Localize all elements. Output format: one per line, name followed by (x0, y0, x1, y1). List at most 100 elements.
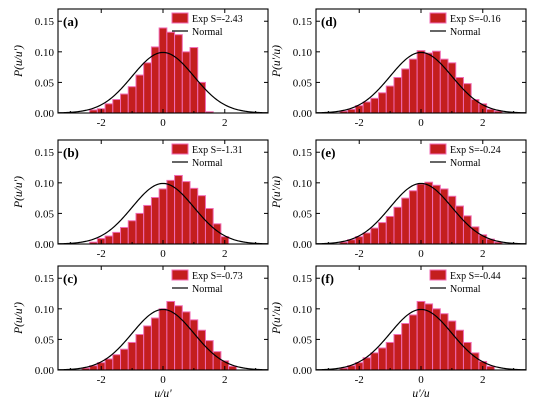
histogram-bar (181, 51, 191, 114)
y-tick-label: 0.00 (35, 365, 55, 377)
histogram-bar (462, 215, 472, 245)
x-tick-label: -2 (355, 248, 364, 260)
histogram-bar (378, 92, 387, 114)
histogram-bar (432, 50, 441, 114)
histogram-bar (197, 81, 206, 114)
x-axis-title: u'/u (412, 388, 429, 400)
normal-curve (315, 308, 527, 371)
histogram-bar (378, 347, 387, 371)
histogram-bar (447, 62, 457, 114)
panel-a: -2 0 2 0.00 0.05 0.10 0.15 P(u/u') (a) Exp S=-2.4… (13, 8, 269, 129)
panel-label: (c) (63, 271, 77, 286)
legend-bar-swatch (429, 12, 447, 24)
y-axis-title: P(u'/u) (271, 45, 283, 78)
normal-curve (315, 51, 527, 114)
histogram-bar (424, 52, 434, 114)
x-tick-label: 0 (160, 374, 166, 386)
histogram-bar (174, 174, 183, 245)
histogram-bar (432, 184, 441, 245)
normal-curve (57, 182, 269, 245)
panel-label: (d) (321, 14, 337, 29)
y-tick-label: 0.15 (35, 16, 55, 28)
histogram-bar (158, 27, 168, 114)
histogram-bar (158, 308, 168, 371)
legend: Exp S=-0.73 Normal (171, 269, 243, 295)
panel-d: -2 0 2 0.00 0.05 0.10 0.15 P(u'/u) (d) Exp S=-0.1… (271, 8, 527, 129)
histogram-bar (462, 83, 472, 114)
y-axis-title: P(u/u') (13, 176, 25, 209)
histogram-bar (181, 181, 191, 245)
y-tick-label: 0.10 (293, 47, 313, 59)
histogram-bar (174, 34, 183, 114)
legend: Exp S=-0.44 Normal (429, 269, 501, 295)
histogram-bar (120, 226, 129, 245)
histogram-bar (408, 190, 418, 245)
histogram-bar (486, 108, 495, 114)
histogram-bar (385, 85, 395, 114)
panel-e: -2 0 2 0.00 0.05 0.10 0.15 P(u'/u) (e) Exp S=-0.2… (271, 139, 527, 260)
histogram-bar (104, 235, 114, 245)
x-tick-label: 2 (222, 248, 228, 260)
x-tick-label: 0 (418, 248, 424, 260)
histogram-bar (439, 188, 449, 245)
histogram-bar (393, 206, 403, 245)
legend-line-label: Normal (192, 158, 223, 169)
panel-label: (a) (63, 14, 78, 29)
y-tick-label: 0.15 (293, 16, 313, 28)
histogram-bar (143, 325, 152, 371)
legend-bar-label: Exp S=-0.73 (192, 271, 243, 282)
y-tick-label: 0.10 (35, 304, 55, 316)
legend-line-label: Normal (450, 27, 481, 38)
x-tick-label: 0 (160, 248, 166, 260)
y-tick-label: 0.15 (293, 147, 313, 159)
histogram-bar (416, 183, 426, 245)
histogram-bar (104, 103, 114, 114)
histogram-bar (120, 93, 129, 114)
histogram-bar (112, 354, 122, 371)
normal-curve (315, 182, 527, 245)
legend-bar-label: Exp S=-1.31 (192, 145, 243, 156)
y-tick-label: 0.05 (35, 334, 55, 346)
y-tick-label: 0.10 (293, 178, 313, 190)
histogram-bar (204, 340, 214, 371)
y-tick-label: 0.00 (35, 239, 55, 251)
legend-bar-swatch (429, 143, 447, 155)
histogram-bar (378, 222, 387, 245)
x-tick-label: -2 (355, 374, 364, 386)
x-tick-label: -2 (97, 374, 106, 386)
histogram-bar (385, 215, 395, 245)
x-tick-label: -2 (97, 248, 106, 260)
histogram-bar (150, 317, 160, 371)
y-tick-label: 0.05 (293, 77, 313, 89)
y-tick-label: 0.00 (293, 108, 313, 120)
y-axis-title: P(u'/u) (271, 176, 283, 209)
histogram-bar (189, 319, 199, 371)
histogram-bar (401, 197, 410, 245)
histogram-bar (112, 99, 122, 114)
normal-curve (57, 308, 269, 371)
y-tick-label: 0.15 (293, 273, 313, 285)
histogram-bar (393, 77, 403, 114)
legend-bar-label: Exp S=-0.16 (450, 14, 501, 25)
x-tick-label: 2 (222, 374, 228, 386)
histogram-bar (104, 358, 114, 371)
x-tick-label: -2 (355, 117, 364, 129)
histogram-bar (401, 323, 410, 371)
x-tick-label: 2 (480, 374, 486, 386)
legend-bar-label: Exp S=-0.44 (450, 271, 501, 282)
histogram-bar (197, 329, 206, 371)
y-tick-label: 0.05 (293, 334, 313, 346)
x-tick-label: -2 (97, 117, 106, 129)
histogram-bar (347, 108, 356, 114)
histogram-bar (370, 97, 380, 114)
histogram-bar (424, 303, 434, 371)
histogram-bar (158, 188, 168, 245)
histogram-bar (228, 365, 237, 371)
normal-curve (57, 51, 269, 114)
histogram-bar (362, 232, 372, 245)
histogram-bar (135, 74, 145, 114)
panel-b: -2 0 2 0.00 0.05 0.10 0.15 P(u/u') (b) Exp S=-1.3… (13, 139, 269, 260)
histogram-bar (362, 357, 372, 371)
histogram-bar (447, 320, 457, 371)
